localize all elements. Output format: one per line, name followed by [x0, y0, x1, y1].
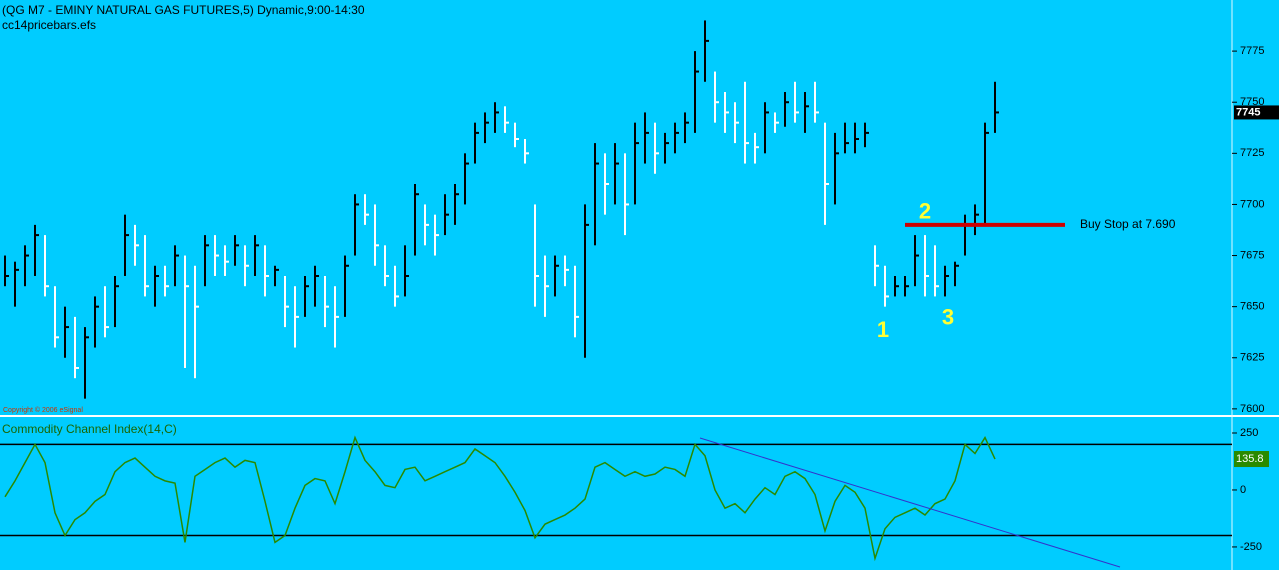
cci-line [4, 435, 996, 562]
last-value: 135.8 [1236, 453, 1264, 465]
y-tick-label: -250 [1240, 541, 1262, 553]
y-tick-label: 7675 [1240, 249, 1264, 261]
pattern-label: 1 [877, 317, 889, 342]
y-tick-label: 7650 [1240, 301, 1264, 313]
y-tick-label: 7625 [1240, 352, 1264, 364]
last-price: 7745 [1236, 106, 1260, 118]
y-tick-label: 7775 [1240, 45, 1264, 57]
y-tick-label: 7600 [1240, 403, 1264, 415]
y-tick-label: 0 [1240, 484, 1246, 496]
pattern-label: 2 [919, 198, 931, 223]
buy-stop-label: Buy Stop at 7.690 [1080, 217, 1176, 231]
y-tick-label: 7725 [1240, 147, 1264, 159]
indicator-title: Commodity Channel Index(14,C) [2, 422, 177, 436]
y-tick-label: 250 [1240, 427, 1258, 439]
y-tick-label: 7700 [1240, 198, 1264, 210]
last-value-box [1234, 451, 1269, 468]
chart-subtitle: cc14pricebars.efs [2, 18, 96, 32]
trendline [699, 437, 1121, 568]
last-price-box [1234, 105, 1279, 120]
y-tick-label: 7750 [1240, 96, 1264, 108]
chart-title: (QG M7 - EMINY NATURAL GAS FUTURES,5) Dy… [2, 3, 365, 17]
pattern-label: 3 [942, 305, 954, 330]
copyright: Copyright © 2006 eSignal [3, 406, 83, 414]
